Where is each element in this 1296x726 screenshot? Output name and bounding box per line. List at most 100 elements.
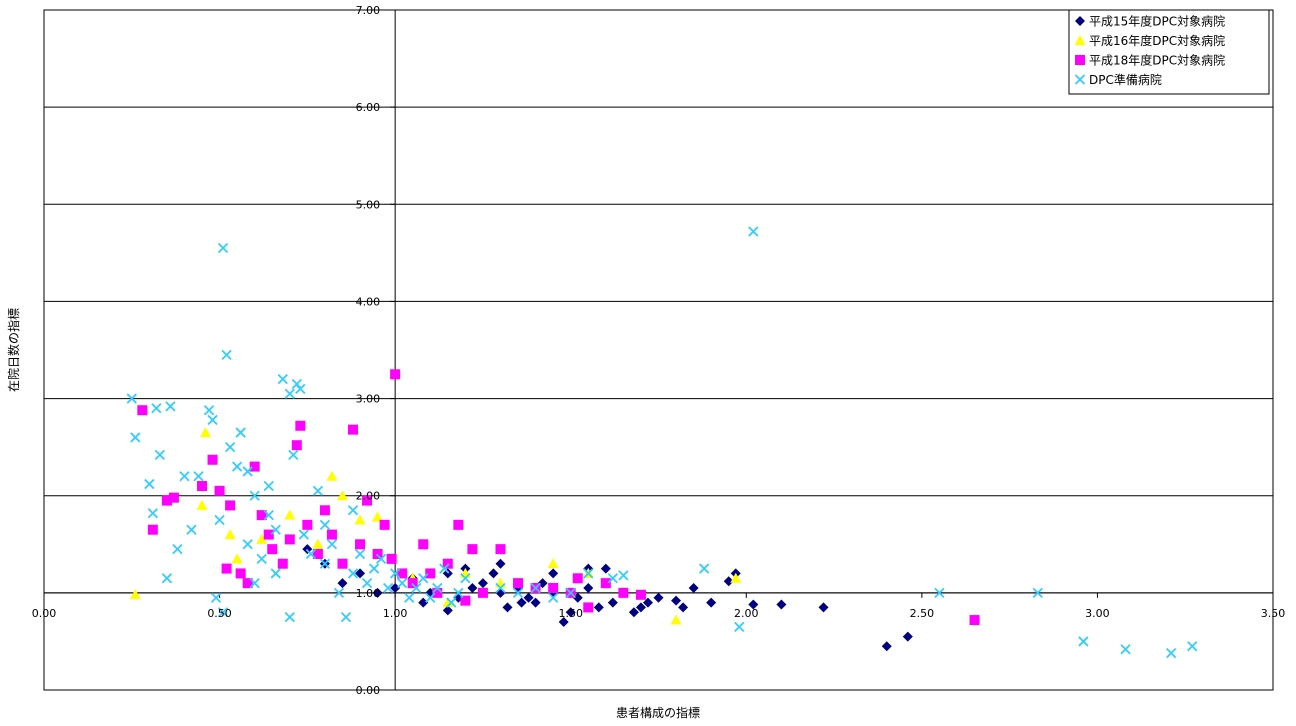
point-s2-41 — [495, 544, 506, 555]
point-s3-21 — [249, 490, 260, 501]
point-s3-11 — [193, 471, 204, 482]
point-s3-5 — [154, 449, 166, 461]
point-s3-55 — [512, 587, 524, 598]
point-s0-7 — [418, 597, 429, 608]
point-s2-49 — [618, 587, 629, 598]
point-s3-6 — [161, 573, 173, 584]
point-s0-4 — [372, 587, 383, 598]
point-s3-69 — [1166, 647, 1177, 659]
legend-label-0: 平成15年度DPC対象病院 — [1089, 14, 1225, 29]
point-s3-72 — [217, 607, 229, 618]
point-s3-46 — [411, 582, 422, 594]
point-s0-45 — [548, 568, 559, 579]
point-s2-40 — [477, 587, 488, 598]
point-s0-35 — [688, 583, 699, 593]
point-s2-39 — [467, 544, 478, 555]
point-s1-1 — [196, 499, 208, 510]
point-s3-70 — [1187, 641, 1198, 652]
point-s2-46 — [572, 573, 583, 584]
point-s0-25 — [583, 583, 594, 593]
point-s3-75 — [249, 578, 260, 589]
point-s3-10 — [186, 524, 197, 535]
point-s3-25 — [277, 374, 288, 385]
point-s3-61 — [618, 570, 629, 581]
point-s2-32 — [407, 578, 418, 589]
point-s0-41 — [818, 602, 829, 613]
point-s3-23 — [263, 510, 274, 521]
point-s0-47 — [516, 597, 527, 608]
plot-area — [43, 9, 1274, 691]
y-tick-label-7: 7.00 — [356, 4, 381, 17]
point-s0-30 — [628, 607, 639, 618]
point-s3-39 — [361, 578, 373, 589]
point-s3-47 — [418, 573, 429, 584]
point-s2-19 — [302, 519, 313, 530]
point-s3-65 — [934, 587, 945, 598]
point-s2-37 — [453, 519, 464, 530]
point-s3-68 — [1120, 644, 1131, 655]
point-s0-39 — [748, 599, 759, 610]
point-s1-0 — [129, 589, 141, 600]
point-s2-6 — [214, 485, 225, 496]
point-s3-40 — [368, 563, 380, 574]
point-s3-2 — [144, 478, 155, 490]
point-s3-29 — [295, 383, 306, 394]
point-s2-17 — [291, 440, 302, 451]
point-s0-12 — [467, 583, 478, 593]
data-points — [126, 226, 1198, 659]
y-tick-label-4: 4.00 — [356, 295, 381, 308]
point-s3-22 — [256, 553, 267, 564]
point-s0-22 — [558, 617, 569, 627]
point-s3-66 — [1032, 587, 1043, 598]
point-s1-20 — [730, 572, 742, 583]
point-s2-2 — [161, 495, 172, 506]
point-s0-19 — [530, 597, 541, 608]
point-s3-18 — [231, 461, 243, 472]
point-s3-41 — [375, 553, 387, 564]
point-s3-79 — [347, 505, 359, 516]
legend-label-1: 平成16年度DPC対象病院 — [1089, 33, 1225, 48]
point-s0-18 — [523, 592, 534, 603]
point-s2-15 — [277, 558, 288, 569]
point-s0-2 — [337, 578, 348, 589]
x-tick-label-7: 3.50 — [1261, 607, 1286, 620]
point-s2-44 — [548, 583, 559, 593]
point-s3-64 — [748, 226, 759, 237]
y-axis-title: 在院日数の指標 — [6, 308, 21, 392]
point-s3-7 — [165, 401, 176, 412]
series-3 — [126, 226, 1198, 659]
point-s3-37 — [347, 568, 359, 579]
point-s3-54 — [495, 582, 506, 594]
point-s3-34 — [326, 539, 338, 550]
y-tick-label-6: 6.00 — [356, 101, 381, 114]
point-s0-36 — [706, 597, 717, 608]
point-s1-7 — [312, 538, 324, 549]
point-s3-36 — [340, 612, 352, 623]
point-s3-32 — [312, 485, 324, 496]
point-s3-57 — [548, 592, 559, 603]
point-s3-24 — [270, 568, 281, 579]
point-s2-48 — [600, 578, 611, 589]
point-s2-50 — [635, 589, 646, 600]
point-s3-4 — [151, 403, 162, 414]
tick-labels: 0.00 0.50 1.00 1.50 2.00 2.50 3.00 3.50 0.00 1.00… — [32, 4, 1286, 697]
point-s3-31 — [305, 548, 317, 560]
point-s2-29 — [386, 553, 397, 564]
point-s2-20 — [312, 549, 323, 559]
legend-label-3: DPC準備病院 — [1089, 72, 1162, 87]
x-tick-label-4: 2.00 — [734, 607, 759, 620]
point-s2-22 — [326, 529, 337, 540]
point-s3-8 — [172, 544, 183, 555]
point-s3-19 — [235, 427, 246, 438]
point-s0-13 — [477, 578, 488, 589]
point-s1-19 — [670, 614, 682, 625]
x-tick-label-5: 2.50 — [910, 607, 935, 620]
point-s2-27 — [372, 549, 383, 559]
point-s3-13 — [207, 414, 218, 426]
point-s3-9 — [179, 471, 190, 482]
point-s3-3 — [147, 508, 158, 519]
point-s3-45 — [404, 592, 415, 603]
point-s3-33 — [319, 558, 331, 569]
point-s3-49 — [432, 582, 443, 594]
